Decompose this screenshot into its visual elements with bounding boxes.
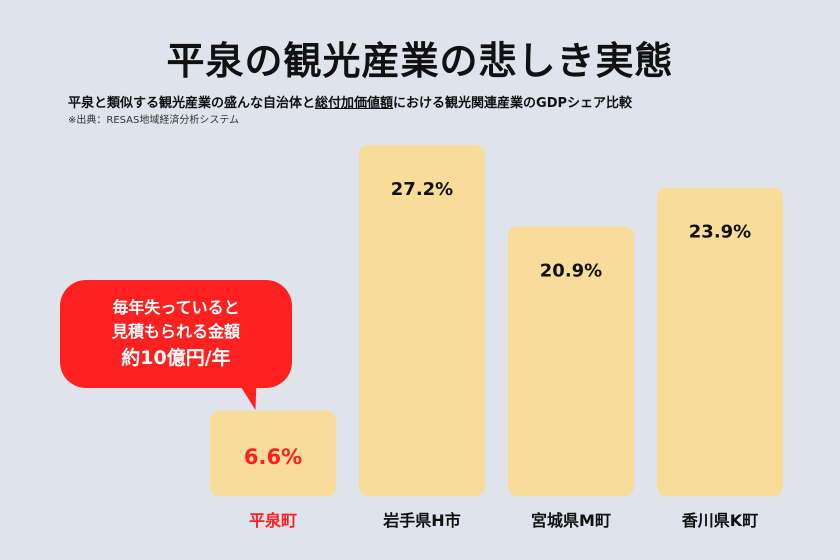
data-label-2: 27.2% (391, 179, 453, 200)
source-note: ※出典：RESAS地域経済分析システム (68, 115, 240, 126)
category-label-2: 岩手県H市 (382, 511, 460, 530)
subtitle-pre: 平泉と類似する観光産業の盛んな自治体と (68, 96, 316, 111)
data-label-3: 20.9% (540, 260, 602, 281)
bar-2 (359, 145, 485, 496)
category-label-3: 宮城県M町 (531, 511, 611, 530)
callout-line-2: 見積もられる金額 (111, 322, 240, 341)
subtitle-underlined: 総付加価値額 (315, 96, 394, 111)
callout-line-1: 毎年失っていると (112, 298, 240, 317)
data-label-4: 23.9% (689, 222, 751, 243)
bar-1 (210, 410, 336, 496)
callout-line-3: 約10億円/年 (121, 347, 231, 369)
callout-body: 毎年失っていると 見積もられる金額 約10億円/年 (60, 280, 292, 388)
chart-title: 平泉の観光産業の悲しき実態 (166, 39, 674, 83)
bar-4 (657, 187, 783, 496)
category-label-4: 香川県K町 (681, 511, 758, 530)
chart-subtitle: 平泉と類似する観光産業の盛んな自治体と総付加価値額における観光関連産業のGDPシ… (68, 92, 632, 111)
callout-bubble: 毎年失っていると 見積もられる金額 約10億円/年 (60, 280, 292, 410)
subtitle-post: における観光関連産業のGDPシェア比較 (393, 96, 633, 111)
bar-3 (508, 226, 634, 496)
data-label-1: 6.6% (244, 445, 302, 469)
category-label-1: 平泉町 (249, 511, 297, 530)
